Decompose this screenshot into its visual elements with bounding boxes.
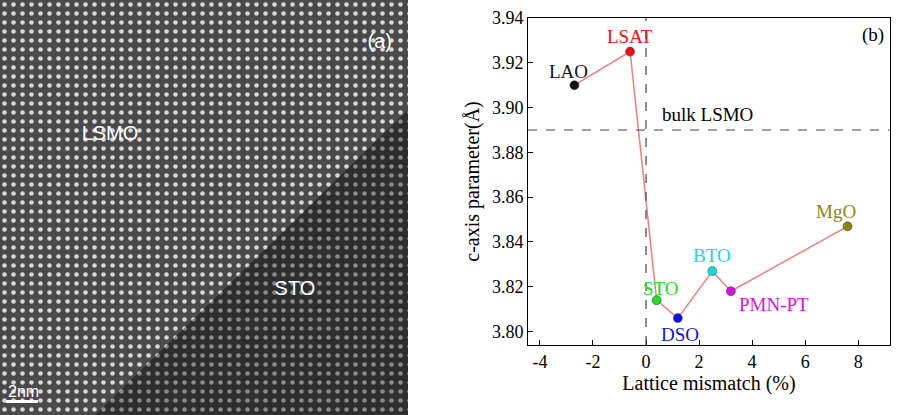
svg-text:bulk LSMO: bulk LSMO [662, 104, 753, 125]
svg-text:8: 8 [854, 352, 863, 372]
svg-text:2: 2 [695, 352, 704, 372]
svg-text:0: 0 [642, 352, 651, 372]
svg-text:(b): (b) [862, 24, 884, 46]
svg-text:c-axis parameter(Å): c-axis parameter(Å) [461, 101, 484, 261]
svg-text:LSMO: LSMO [82, 122, 139, 144]
svg-text:3.82: 3.82 [492, 277, 524, 297]
svg-text:3.84: 3.84 [492, 232, 524, 252]
svg-text:3.86: 3.86 [492, 187, 524, 207]
svg-text:-4: -4 [532, 352, 547, 372]
svg-text:LAO: LAO [549, 61, 588, 82]
svg-text:3.80: 3.80 [492, 322, 524, 342]
svg-text:Lattice mismatch (%): Lattice mismatch (%) [622, 372, 795, 395]
svg-text:6: 6 [801, 352, 810, 372]
svg-text:2nm: 2nm [8, 383, 39, 400]
svg-text:DSO: DSO [661, 324, 699, 345]
svg-text:-2: -2 [585, 352, 600, 372]
svg-text:MgO: MgO [816, 201, 856, 222]
svg-text:4: 4 [748, 352, 757, 372]
svg-text:3.92: 3.92 [492, 53, 524, 73]
svg-text:(a): (a) [368, 30, 392, 52]
svg-text:3.88: 3.88 [492, 143, 524, 163]
svg-text:LSAT: LSAT [607, 26, 653, 47]
svg-text:STO: STO [643, 278, 679, 299]
svg-text:PMN-PT: PMN-PT [739, 294, 809, 315]
svg-text:3.90: 3.90 [492, 98, 524, 118]
svg-text:STO: STO [275, 277, 316, 299]
svg-text:3.94: 3.94 [492, 8, 524, 28]
svg-text:BTO: BTO [693, 245, 731, 266]
